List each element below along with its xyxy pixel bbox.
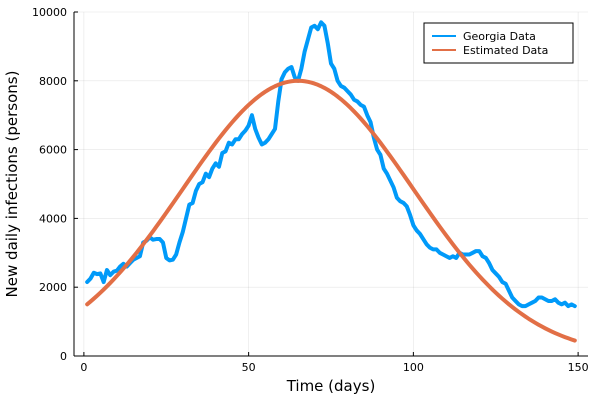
series-line-georgia-data bbox=[85, 20, 577, 309]
legend-label-estimated-data: Estimated Data bbox=[463, 44, 548, 57]
axis-ticks: 0 50 100 150 0 2000 4000 6000 8000 10000 bbox=[32, 6, 589, 374]
legend-box bbox=[423, 22, 574, 64]
y-tick-label: 0 bbox=[60, 350, 67, 363]
axes-frame bbox=[73, 12, 588, 357]
y-tick-label: 2000 bbox=[39, 281, 67, 294]
y-axis-title: New daily infections (persons) bbox=[3, 71, 21, 298]
x-tick-label: 100 bbox=[403, 361, 424, 374]
series-line-estimated-data bbox=[85, 78, 577, 343]
y-tick-label: 6000 bbox=[39, 144, 67, 157]
x-tick-label: 0 bbox=[80, 361, 87, 374]
legend-label-georgia-data: Georgia Data bbox=[463, 30, 536, 43]
grid bbox=[74, 11, 588, 357]
x-axis-title: Time (days) bbox=[286, 377, 376, 395]
series bbox=[85, 20, 577, 343]
y-tick-label: 4000 bbox=[39, 212, 67, 225]
y-tick-label: 10000 bbox=[32, 6, 67, 19]
x-tick-label: 150 bbox=[568, 361, 589, 374]
legend: Georgia Data Estimated Data bbox=[423, 22, 574, 64]
x-tick-label: 50 bbox=[242, 361, 256, 374]
y-tick-label: 8000 bbox=[39, 75, 67, 88]
